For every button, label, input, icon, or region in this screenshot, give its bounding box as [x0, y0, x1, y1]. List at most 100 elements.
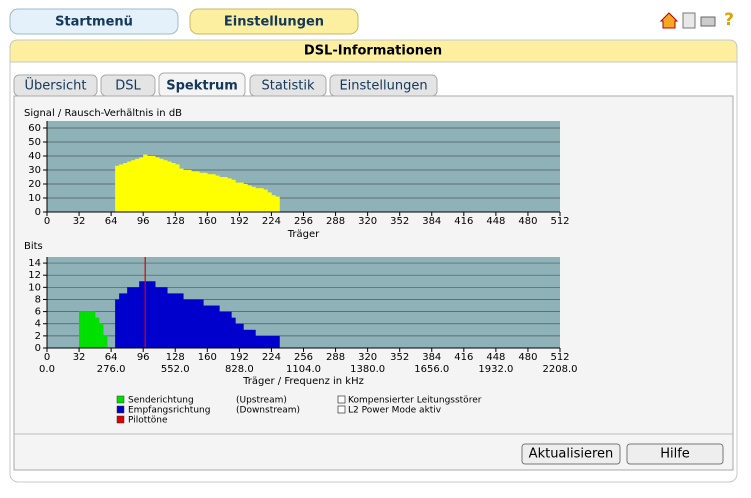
bar — [243, 184, 248, 212]
x-axis-title: Träger — [287, 229, 320, 240]
bar — [231, 317, 236, 348]
bar — [131, 287, 136, 348]
bar — [251, 186, 256, 212]
tab-label[interactable]: Statistik — [261, 79, 315, 94]
bar — [147, 156, 152, 212]
x-tick-label: 448 — [486, 216, 505, 227]
bar — [263, 335, 268, 348]
x2-tick-label: 1932.0 — [478, 364, 513, 375]
bar — [179, 168, 184, 212]
bar — [151, 156, 156, 212]
y-tick-label: 6 — [35, 307, 41, 318]
bar — [119, 164, 124, 212]
nav-button[interactable] — [9, 8, 179, 35]
bar — [187, 170, 192, 212]
bar — [187, 299, 192, 348]
x-tick-label: 128 — [166, 352, 185, 363]
x-tick-label: 0 — [44, 216, 50, 227]
x-tick-label: 384 — [422, 352, 441, 363]
bar — [239, 182, 244, 212]
bar — [207, 305, 212, 348]
bar — [275, 335, 280, 348]
bar — [131, 160, 136, 212]
chart-title: Signal / Rausch-Verhältnis in dB — [24, 108, 182, 119]
bar — [115, 165, 120, 212]
home-icon[interactable] — [659, 12, 679, 29]
bar — [79, 311, 84, 348]
y-tick-label: 2 — [35, 331, 41, 342]
checkbox[interactable] — [337, 405, 346, 414]
tab-label[interactable]: Übersicht — [25, 77, 87, 94]
legend-direction: (Downstream) — [236, 406, 300, 416]
bar — [143, 154, 148, 212]
bar — [123, 163, 128, 212]
bar — [271, 335, 276, 348]
bar — [139, 157, 144, 212]
tab-label[interactable]: DSL — [115, 79, 141, 94]
tab-label[interactable]: Einstellungen — [339, 79, 427, 94]
bar — [203, 305, 208, 348]
tree-icon[interactable] — [682, 12, 696, 29]
x-tick-label: 160 — [198, 216, 217, 227]
print-icon[interactable] — [700, 16, 716, 27]
bar — [167, 293, 172, 348]
button-label[interactable]: Hilfe — [660, 447, 690, 462]
bar — [239, 323, 244, 348]
bar — [195, 171, 200, 212]
help-icon[interactable]: ? — [724, 10, 734, 30]
x-tick-label: 352 — [390, 216, 409, 227]
panel-title: DSL-Informationen — [304, 44, 442, 59]
x2-tick-label: 1104.0 — [286, 364, 321, 375]
bar — [175, 164, 180, 212]
bar — [215, 175, 220, 212]
bar — [255, 188, 260, 212]
bar — [263, 189, 268, 212]
bar — [95, 317, 100, 348]
y-tick-label: 20 — [28, 179, 41, 190]
x-tick-label: 256 — [294, 216, 313, 227]
bar — [183, 299, 188, 348]
checkbox-label[interactable]: L2 Power Mode aktiv — [348, 406, 442, 416]
bar — [183, 170, 188, 212]
bar — [219, 311, 224, 348]
bar — [123, 293, 128, 348]
legend-swatch — [116, 405, 125, 414]
bar — [227, 178, 232, 212]
legend-swatch — [116, 415, 125, 424]
x2-tick-label: 2208.0 — [543, 364, 578, 375]
legend: Senderichtung (Upstream) Empfangsrichtung (… — [116, 395, 482, 426]
x-tick-label: 32 — [73, 352, 86, 363]
nav-button[interactable] — [189, 8, 359, 35]
checkbox[interactable] — [337, 395, 346, 404]
bar — [151, 281, 156, 348]
x-tick-label: 416 — [454, 216, 473, 227]
legend-label: Empfangsrichtung — [128, 406, 210, 416]
nav-button-label[interactable]: Startmenü — [55, 15, 133, 30]
bar — [119, 293, 124, 348]
bar — [159, 287, 164, 348]
bar — [267, 192, 272, 212]
bar — [155, 157, 160, 212]
x-tick-label: 320 — [358, 352, 377, 363]
bar — [223, 177, 228, 212]
x-tick-label: 96 — [137, 352, 150, 363]
bar — [255, 335, 260, 348]
tab-label[interactable]: Spektrum — [166, 79, 238, 94]
checkbox-label[interactable]: Kompensierter Leitungsstörer — [348, 396, 482, 406]
x2-tick-label: 0.0 — [39, 364, 55, 375]
x-tick-label: 32 — [73, 216, 86, 227]
button[interactable] — [521, 443, 621, 465]
legend-label: Pilottöne — [128, 416, 168, 426]
bar — [211, 174, 216, 212]
icons[interactable]: ? — [659, 10, 734, 30]
button[interactable] — [626, 443, 724, 465]
x2-tick-label: 1656.0 — [414, 364, 449, 375]
x-tick-label: 480 — [518, 352, 537, 363]
bar — [215, 305, 220, 348]
button-label[interactable]: Aktualisieren — [529, 447, 614, 462]
nav-button-label[interactable]: Einstellungen — [224, 15, 324, 30]
y-tick-label: 0 — [35, 207, 41, 218]
bar — [179, 293, 184, 348]
bar — [171, 293, 176, 348]
x-tick-label: 320 — [358, 216, 377, 227]
